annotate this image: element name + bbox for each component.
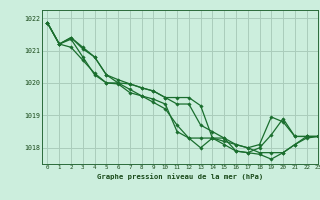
X-axis label: Graphe pression niveau de la mer (hPa): Graphe pression niveau de la mer (hPa): [97, 173, 263, 180]
